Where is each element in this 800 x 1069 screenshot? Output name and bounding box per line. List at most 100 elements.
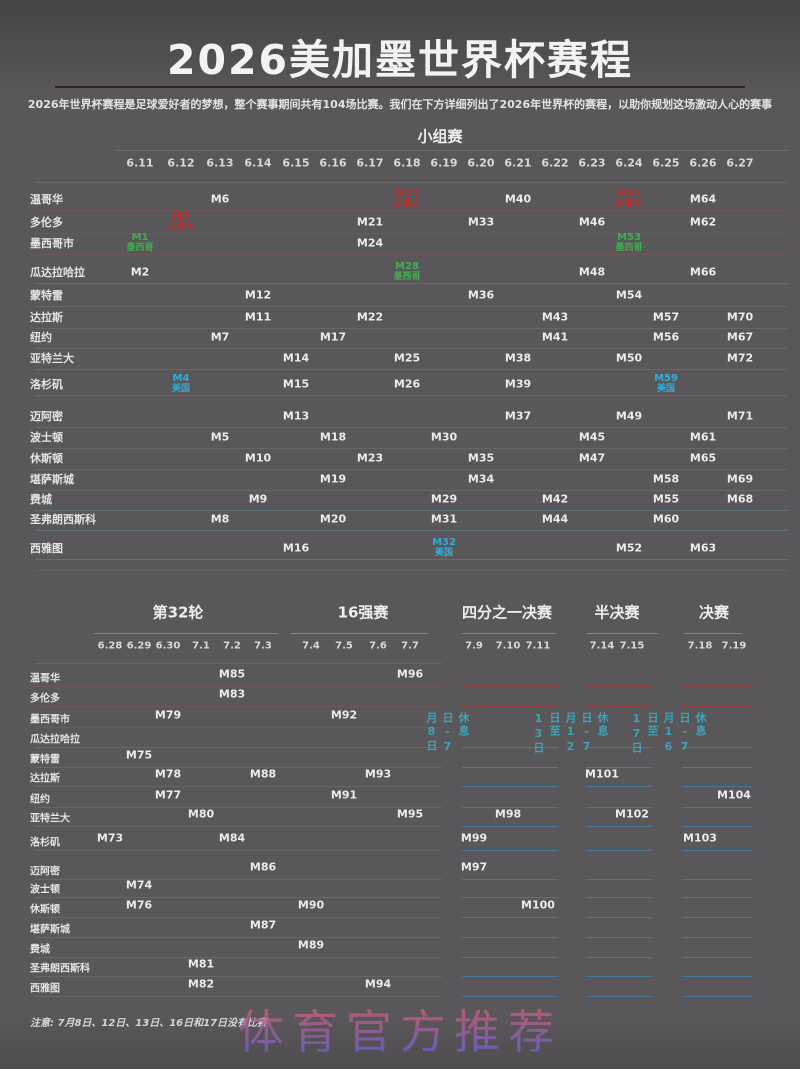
- row-line: [35, 767, 442, 768]
- date-label: 6.24: [615, 156, 643, 170]
- date-label: 6.21: [504, 156, 532, 170]
- row-line: [35, 490, 788, 491]
- row-line: [462, 686, 558, 687]
- date-label: 7.2: [223, 640, 241, 652]
- city-label: 休斯顿: [30, 452, 63, 465]
- row-line: [586, 850, 652, 851]
- date-label: 6.18: [393, 156, 421, 170]
- row-line: [682, 807, 753, 808]
- row-line: [35, 937, 442, 938]
- match-label: M96: [396, 667, 424, 681]
- match-label: M60: [652, 512, 680, 526]
- row-line: [35, 747, 442, 748]
- host-match-line: M27: [395, 188, 419, 199]
- row-line: [462, 917, 558, 918]
- city-label: 纽约: [30, 331, 52, 344]
- match-label: M70: [726, 310, 754, 324]
- match-label: M41: [541, 330, 569, 344]
- match-label: M93: [364, 767, 392, 781]
- city-label: 多伦多: [30, 693, 60, 705]
- row-line: [35, 559, 788, 560]
- host-match-label: M28 墨西哥: [393, 262, 421, 283]
- match-label: M104: [717, 788, 751, 802]
- city-label: 洛杉矶: [30, 378, 63, 391]
- match-label: M103: [683, 831, 717, 845]
- host-match-line: M53: [617, 232, 641, 243]
- match-label: M83: [218, 687, 246, 701]
- row-line: [462, 976, 558, 977]
- match-label: M69: [726, 472, 754, 486]
- rest-day-label: 休息日-7月12日至13日: [532, 712, 609, 755]
- section-title: 四分之一决赛: [461, 603, 553, 622]
- host-match-line: M59: [654, 373, 678, 384]
- city-label: 费城: [30, 944, 50, 956]
- date-label: 7.6: [369, 640, 387, 652]
- match-label: M24: [356, 236, 384, 250]
- match-label: M80: [187, 807, 215, 821]
- match-label: M18: [319, 430, 347, 444]
- rest-day-label: 休息日-7月8日: [425, 712, 470, 755]
- match-label: M36: [467, 288, 495, 302]
- row-line: [35, 510, 788, 511]
- match-label: M20: [319, 512, 347, 526]
- section-title: 第32轮: [152, 603, 204, 622]
- match-label: M98: [494, 807, 522, 821]
- row-line: [462, 826, 558, 827]
- match-label: M62: [689, 215, 717, 229]
- row-line: [35, 369, 788, 370]
- match-label: M37: [504, 409, 532, 423]
- host-match-line: 墨西哥: [393, 272, 421, 282]
- row-line: [682, 727, 753, 728]
- row-line: [682, 957, 753, 958]
- city-label: 圣弗朗西斯科: [30, 513, 96, 526]
- row-line: [35, 706, 442, 707]
- row-line: [586, 879, 652, 880]
- row-line: [462, 747, 558, 748]
- date-label: 6.22: [541, 156, 569, 170]
- row-line: [586, 957, 652, 958]
- row-line: [35, 182, 788, 183]
- city-label: 达拉斯: [30, 311, 63, 324]
- match-label: M9: [248, 492, 268, 506]
- row-line: [682, 879, 753, 880]
- row-line: [35, 996, 442, 997]
- match-label: M49: [615, 409, 643, 423]
- row-line: [682, 767, 753, 768]
- row-line: [586, 706, 652, 707]
- host-match-label: M59 美国: [654, 373, 678, 395]
- row-line: [586, 786, 652, 787]
- row-line: [35, 210, 788, 211]
- date-label: 6.29: [126, 640, 152, 652]
- page-subtitle: 2026年世界杯赛程是足球爱好者的梦想，整个赛事期间共有104场比赛。我们在下方…: [27, 98, 773, 111]
- match-label: M63: [689, 541, 717, 555]
- city-label: 瓜达拉哈拉: [30, 734, 80, 746]
- city-label: 亚特兰大: [30, 813, 70, 825]
- row-line: [462, 996, 558, 997]
- section-title: 半决赛: [594, 603, 640, 622]
- match-label: M71: [726, 409, 754, 423]
- date-label: 6.28: [97, 640, 123, 652]
- date-label: 6.26: [689, 156, 717, 170]
- city-label: 洛杉矶: [30, 837, 60, 849]
- date-label: 7.1: [192, 640, 210, 652]
- row-line: [586, 747, 652, 748]
- row-line: [35, 469, 788, 470]
- page-title: 2026美加墨世界杯赛程: [166, 36, 634, 84]
- city-label: 迈阿密: [30, 866, 60, 878]
- match-label: M74: [125, 878, 153, 892]
- match-label: M42: [541, 492, 569, 506]
- city-label: 墨西哥市: [30, 237, 74, 250]
- match-label: M8: [210, 512, 230, 526]
- date-label: 6.20: [467, 156, 495, 170]
- match-label: M97: [460, 860, 488, 874]
- host-match-line: 美国: [434, 548, 453, 558]
- row-line: [682, 937, 753, 938]
- date-label: 6.14: [244, 156, 272, 170]
- match-label: M50: [615, 351, 643, 365]
- host-match-line: M4: [172, 373, 190, 384]
- row-line: [94, 633, 278, 634]
- match-label: M38: [504, 351, 532, 365]
- date-label: 7.10: [495, 640, 521, 652]
- row-line: [35, 686, 442, 687]
- row-line: [586, 976, 652, 977]
